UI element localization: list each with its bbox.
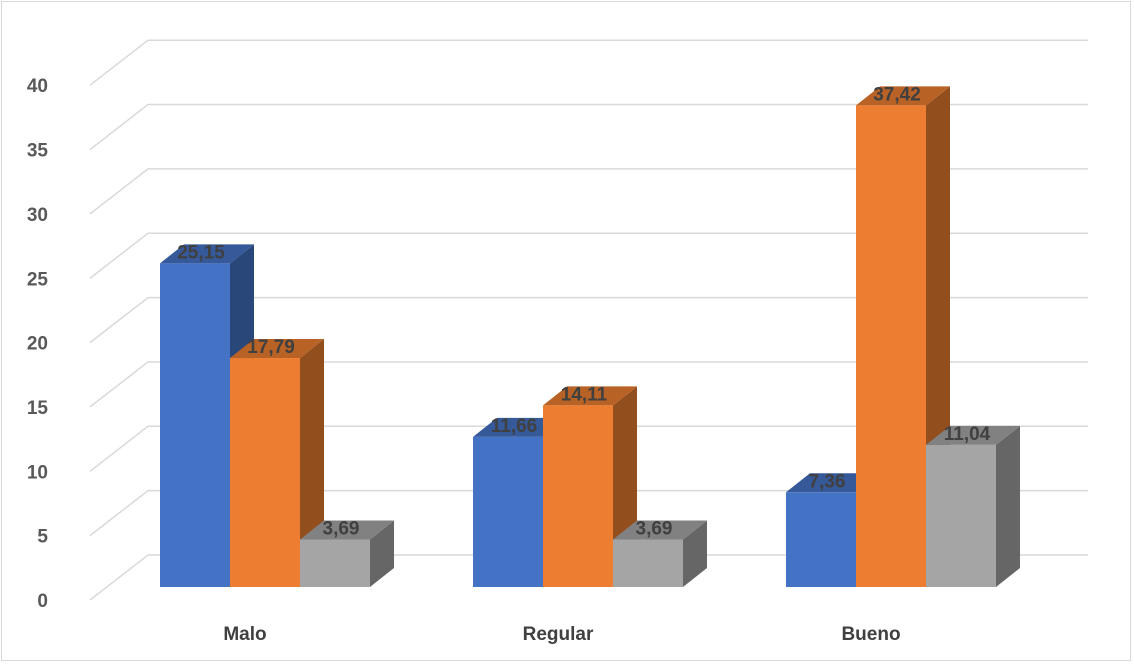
bar-top xyxy=(160,244,254,264)
bar-top xyxy=(613,520,707,540)
bar-top xyxy=(543,386,637,406)
gridline xyxy=(89,39,1088,86)
gridline xyxy=(89,103,1088,151)
category-label: Malo xyxy=(223,624,266,645)
data-label: 11,66 xyxy=(491,416,538,437)
bar-top xyxy=(230,339,324,359)
bar-front xyxy=(543,405,613,587)
y-tick-label: 35 xyxy=(27,141,49,162)
data-labels: 25,15 17,79 3,69 11,66 14,11 3,69 7,36 37,42 11,… xyxy=(177,84,990,539)
gridline xyxy=(89,554,1088,601)
y-tick-label: 5 xyxy=(37,527,48,548)
data-label: 11,04 xyxy=(944,424,991,445)
y-tick-label: 20 xyxy=(27,334,48,355)
data-label: 3,69 xyxy=(636,519,673,540)
y-tick-label: 25 xyxy=(27,269,49,290)
gridline xyxy=(89,425,1088,472)
bar-front xyxy=(230,358,300,587)
gridline xyxy=(89,296,1088,344)
y-tick-label: 10 xyxy=(27,462,48,483)
data-label: 17,79 xyxy=(247,337,295,358)
bar xyxy=(230,339,324,587)
gridline xyxy=(89,489,1088,537)
bar xyxy=(926,425,1020,587)
bar xyxy=(543,386,637,587)
bar-side xyxy=(300,339,324,587)
bar-side xyxy=(683,520,707,587)
gridline xyxy=(89,361,1088,408)
bar xyxy=(300,520,394,587)
x-axis-categories: Malo Regular Bueno xyxy=(223,624,900,645)
bar-front xyxy=(300,539,370,587)
y-tick-label: 30 xyxy=(27,205,48,226)
bars xyxy=(160,86,1020,587)
bar-front xyxy=(856,105,926,587)
bar-top xyxy=(300,520,394,540)
bar-top xyxy=(856,86,950,106)
data-label: 3,69 xyxy=(323,519,360,540)
y-tick-label: 15 xyxy=(27,398,49,419)
gridline xyxy=(89,232,1088,279)
bar-front xyxy=(473,436,543,587)
data-label: 25,15 xyxy=(177,242,225,263)
data-label: 7,36 xyxy=(809,471,846,492)
bar-side xyxy=(370,520,394,587)
bar xyxy=(613,520,707,587)
bar-front xyxy=(160,263,230,587)
y-tick-label: 40 xyxy=(27,76,48,97)
category-label: Regular xyxy=(523,624,594,645)
y-axis-ticks: 0 5 10 15 20 25 30 35 40 xyxy=(27,76,49,612)
gridlines xyxy=(89,39,1088,601)
data-label: 14,11 xyxy=(561,384,608,405)
bar-front xyxy=(786,492,856,587)
category-label: Bueno xyxy=(841,624,900,645)
data-label: 37,42 xyxy=(873,84,921,105)
bar-top xyxy=(926,425,1020,445)
y-tick-label: 0 xyxy=(37,591,48,612)
bar-side xyxy=(996,425,1020,587)
bar-front xyxy=(926,444,996,587)
bar-front xyxy=(613,539,683,587)
gridline xyxy=(89,168,1088,215)
